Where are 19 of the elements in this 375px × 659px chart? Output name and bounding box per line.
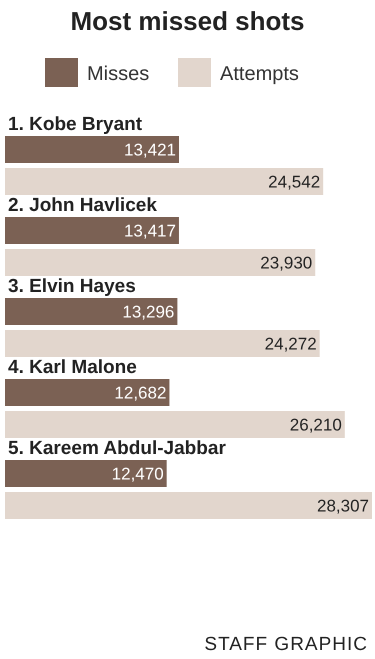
y-tick-label: 4. Karl Malone bbox=[8, 357, 137, 378]
data-label: 12,470 bbox=[112, 464, 164, 484]
data-label: 13,296 bbox=[122, 302, 174, 322]
y-tick-label: 3. Elvin Hayes bbox=[8, 276, 136, 297]
y-tick-label: 1. Kobe Bryant bbox=[8, 114, 143, 135]
chart-title: Most missed shots bbox=[70, 6, 305, 36]
data-label: 13,417 bbox=[124, 222, 176, 240]
y-tick-label: 5. Kareem Abdul-Jabbar bbox=[8, 438, 226, 459]
data-label: 23,930 bbox=[260, 254, 312, 272]
data-label: 26,210 bbox=[290, 416, 342, 434]
data-label: 24,542 bbox=[268, 172, 320, 192]
data-label: 12,682 bbox=[114, 384, 166, 402]
y-tick-label: 2. John Havlicek bbox=[8, 195, 158, 216]
legend-label: Attempts bbox=[220, 63, 299, 85]
data-label: 24,272 bbox=[264, 334, 317, 354]
data-label: 28,307 bbox=[317, 496, 369, 516]
data-label: 13,421 bbox=[124, 140, 176, 160]
text: STAFF GRAPHIC bbox=[204, 634, 368, 655]
legend-label: Misses bbox=[87, 63, 150, 85]
